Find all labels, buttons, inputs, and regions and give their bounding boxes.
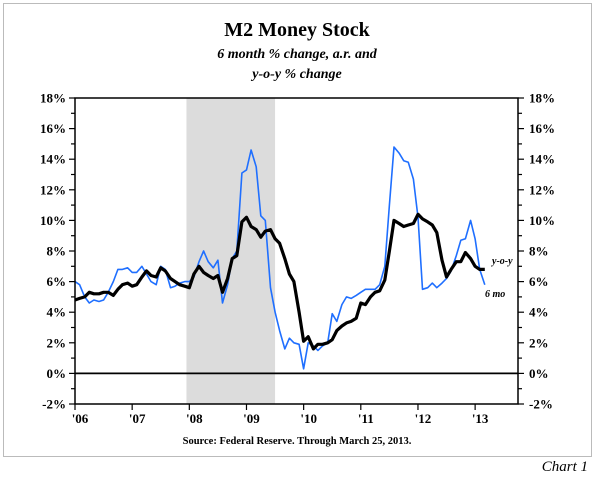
y-tick-label-right: 4% [529,305,549,320]
chart-title: M2 Money Stock [224,19,370,41]
chart-number-label: Chart 1 [542,459,588,475]
y-tick-label-right: 6% [529,274,549,289]
series-line-yoy [74,212,485,351]
y-tick-label-right: 14% [529,152,555,167]
source-note: Source: Federal Reserve. Through March 2… [183,436,412,447]
x-tick-label: '07 [129,411,146,426]
figure-border [3,3,592,457]
y-tick-label-right: 8% [529,244,549,259]
x-tick-label: '13 [472,411,489,426]
y-tick-label-left: 14% [40,152,66,167]
y-tick-label-right: 16% [529,121,555,136]
y-tick-label-right: -2% [529,397,553,412]
y-tick-label-left: 8% [47,244,67,259]
y-tick-label-left: 12% [40,182,66,197]
y-tick-label-left: 2% [47,335,67,350]
series-label-yoy: y-o-y [491,256,513,267]
series-label-6mo: 6 mo [485,289,505,300]
y-tick-label-left: 10% [40,213,66,228]
y-tick-label-right: 10% [529,213,555,228]
x-tick-label: '11 [358,411,374,426]
x-tick-label: '09 [243,411,260,426]
y-tick-label-left: 16% [40,121,66,136]
y-tick-label-right: 0% [529,366,549,381]
y-tick-label-left: 18% [40,91,66,106]
x-tick-label: '10 [300,411,317,426]
x-tick-label: '06 [72,411,89,426]
y-tick-label-right: 2% [529,335,549,350]
x-tick-label: '08 [186,411,203,426]
chart-subtitle-line-2: y-o-y % change [250,67,341,82]
plot-frame [74,97,519,405]
y-tick-label-right: 18% [529,91,555,106]
y-tick-label-left: 4% [47,305,67,320]
y-tick-label-left: -2% [42,397,66,412]
chart-subtitle-line-1: 6 month % change, a.r. and [217,47,377,62]
x-tick-label: '12 [415,411,432,426]
y-tick-label-left: 0% [47,366,67,381]
y-tick-label-right: 12% [529,182,555,197]
series-line-6mo [74,146,486,370]
y-tick-label-left: 6% [47,274,67,289]
recession-shading [186,98,276,404]
